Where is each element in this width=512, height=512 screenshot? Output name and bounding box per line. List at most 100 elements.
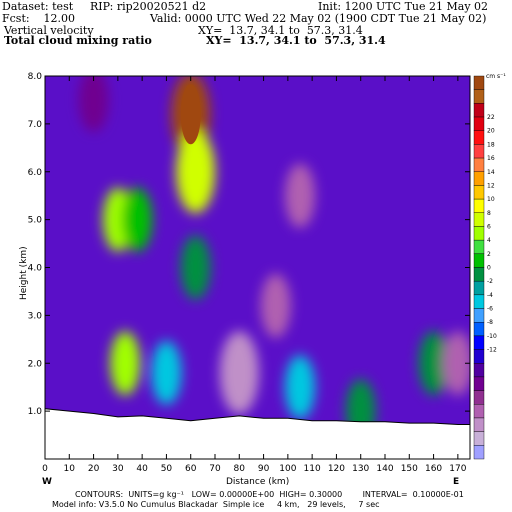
- y-tick-label: 4.0: [28, 264, 43, 274]
- field-feature-11: [219, 331, 259, 415]
- colorbar-swatch: [473, 212, 485, 227]
- y-tick-label: 3.0: [28, 311, 43, 321]
- colorbar-swatch: [473, 226, 485, 241]
- x-tick-label: 0: [42, 464, 48, 474]
- field2-name: Total cloud mixing ratio: [4, 34, 152, 47]
- rip-label: RIP: rip20020521 d2: [90, 0, 207, 13]
- colorbar-label: 0: [487, 265, 491, 272]
- colorbar-swatch: [473, 267, 485, 282]
- x-axis-label: Distance (km): [226, 477, 289, 487]
- field-feature-12: [260, 273, 291, 338]
- dataset-label: Dataset: test: [2, 0, 74, 13]
- colorbar-swatch: [473, 294, 485, 309]
- colorbar-swatch: [473, 335, 485, 350]
- field-feature-7: [285, 355, 315, 420]
- colorbar-swatch: [473, 417, 485, 432]
- field-core-0: [180, 84, 201, 145]
- y-tick-label: 1.0: [28, 407, 43, 417]
- colorbar-label: -12: [487, 347, 497, 354]
- terrain-mask: [44, 408, 471, 460]
- field-feature-10: [285, 163, 315, 228]
- y-axis: 1.0 2.0 3.0 4.0 5.0 6.0 7.0 8.0: [28, 72, 470, 417]
- colorbar-swatch: [473, 253, 485, 268]
- field-feature-14: [78, 76, 109, 132]
- colorbar-swatch: [473, 171, 485, 186]
- x-tick-label: 120: [328, 464, 345, 474]
- x-endpoint-right: E: [453, 477, 459, 487]
- x-tick-label: 60: [185, 464, 197, 474]
- x-tick-label: 40: [136, 464, 148, 474]
- x-tick-label: 150: [401, 464, 418, 474]
- field-feature-9: [418, 331, 449, 396]
- init-label: Init: 1200 UTC Tue 21 May 02: [318, 0, 489, 13]
- colorbar-swatch: [473, 198, 485, 213]
- colorbar-swatch: [473, 322, 485, 337]
- colorbar-swatch: [473, 116, 485, 131]
- colorbar-label: 22: [487, 114, 495, 121]
- colorbar-swatch: [473, 445, 485, 460]
- colorbar-swatch: [473, 431, 485, 446]
- colorbar-label: 20: [487, 128, 495, 135]
- colorbar-swatch: [473, 349, 485, 364]
- colorbar-swatch: [473, 130, 485, 145]
- x-tick-label: 90: [258, 464, 270, 474]
- colorbar-label: 16: [487, 155, 495, 162]
- colorbar-swatch: [473, 390, 485, 405]
- x-tick-label: 160: [425, 464, 442, 474]
- colorbar-label: -6: [487, 306, 493, 313]
- colorbar-label: 18: [487, 141, 495, 148]
- colorbar-swatch: [473, 239, 485, 255]
- colorbar-label: -4: [487, 292, 493, 299]
- colorbar-label: 12: [487, 182, 495, 189]
- valid-label: Valid: 0000 UTC Wed 22 May 02 (1900 CDT …: [150, 12, 487, 25]
- model-info: Model info: V3.5.0 No Cumulus Blackadar …: [52, 500, 380, 509]
- field-feature-13: [442, 331, 470, 396]
- field2-xy: XY= 13.7, 34.1 to 57.3, 31.4: [206, 34, 386, 47]
- heatmap-field: [45, 76, 470, 459]
- x-tick-label: 50: [161, 464, 173, 474]
- colorbar-label: 14: [487, 169, 495, 176]
- colorbar-swatch: [473, 376, 485, 391]
- field-feature-1: [176, 130, 216, 214]
- field-background: [45, 76, 470, 459]
- x-tick-label: 20: [88, 464, 100, 474]
- colorbar-swatch: [473, 280, 485, 296]
- field1-xy: XY= 13.7, 34.1 to 57.3, 31.4: [198, 24, 363, 37]
- field1-name: Vertical velocity: [4, 24, 94, 37]
- y-tick-label: 5.0: [28, 216, 43, 226]
- colorbar-label: 2: [487, 251, 491, 258]
- y-tick-label: 7.0: [28, 120, 43, 130]
- colorbar-swatch: [473, 404, 485, 419]
- y-tick-label: 8.0: [28, 72, 43, 82]
- colorbar-swatch: [473, 103, 485, 118]
- x-tick-label: 100: [279, 464, 296, 474]
- colorbar-label: -8: [487, 319, 493, 326]
- colorbar-swatch: [473, 157, 485, 172]
- contours-info: CONTOURS: UNITS=g kg⁻¹ LOW= 0.00000E+00 …: [75, 490, 464, 499]
- colorbar-label: 10: [487, 196, 495, 203]
- colorbar-swatch: [473, 75, 485, 90]
- colorbar-swatch: [473, 89, 485, 104]
- x-tick-label: 80: [234, 464, 246, 474]
- colorbar-swatch: [473, 185, 485, 200]
- y-axis-label: Height (km): [19, 246, 29, 300]
- x-tick-label: 170: [449, 464, 466, 474]
- fcst-label: Fcst: 12.00: [2, 12, 76, 25]
- colorbar-label: 4: [487, 237, 491, 244]
- field-feature-5: [180, 235, 211, 300]
- field-feature-3: [122, 187, 153, 252]
- x-tick-label: 70: [209, 464, 221, 474]
- x-endpoint-left: W: [42, 477, 52, 487]
- field-feature-4: [110, 331, 141, 396]
- x-axis: 0 10 20 30 40 50 60 70 80 90 100 110 120 130 140 150 160…: [42, 76, 467, 474]
- colorbar-swatch: [473, 363, 485, 378]
- field-features: [78, 76, 470, 444]
- colorbar-label: 8: [487, 210, 491, 217]
- colorbar-unit: cm s⁻¹: [486, 73, 506, 80]
- x-tick-label: 30: [112, 464, 124, 474]
- y-tick-label: 2.0: [28, 359, 43, 369]
- colorbar-label: -10: [487, 333, 497, 340]
- colorbar-label: 6: [487, 223, 491, 230]
